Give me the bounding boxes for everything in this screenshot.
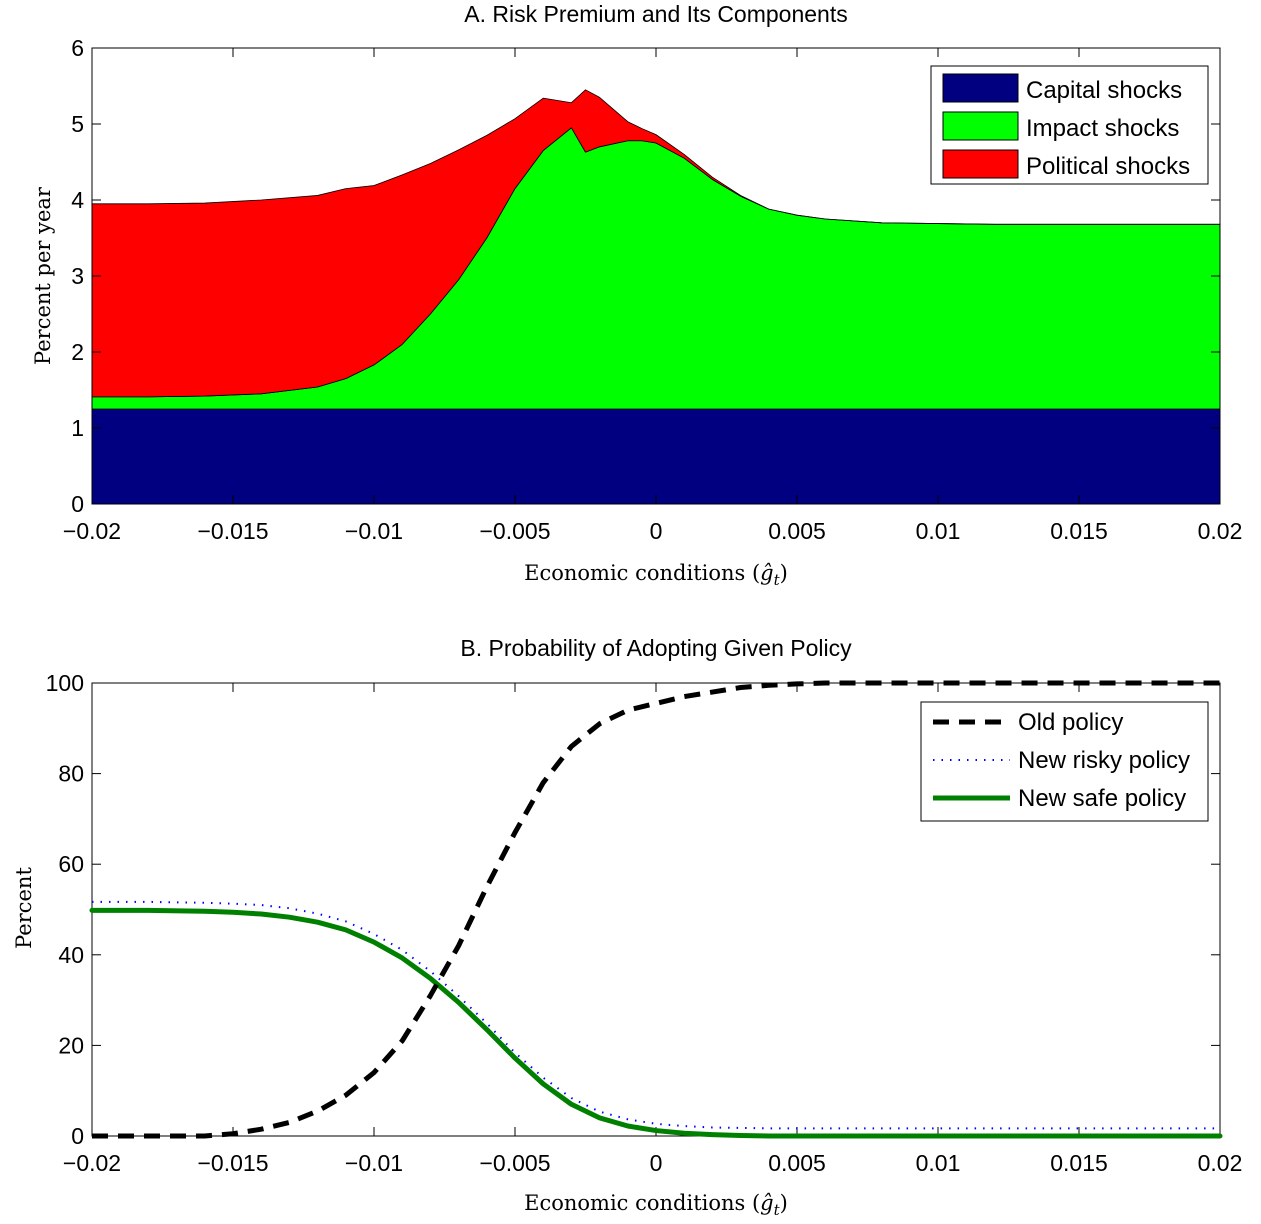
panel-b-x-axis-label-subscript: t bbox=[774, 1201, 781, 1219]
panel-b-x-axis-label-symbol: ĝ bbox=[760, 1191, 773, 1215]
line-new-risky-policy bbox=[92, 900, 1220, 1130]
panel-a-y-tick-label: 1 bbox=[71, 415, 84, 441]
panel-b-x-tick-label: 0.015 bbox=[1050, 1150, 1108, 1176]
panel-b-y-tick-label: 100 bbox=[46, 670, 84, 696]
line-old-policy bbox=[92, 680, 1220, 1139]
panel-b-title: B. Probability of Adopting Given Policy bbox=[460, 635, 852, 661]
legend-swatch-impact-shocks bbox=[942, 111, 1019, 141]
panel-a-legend: Capital shocks Impact shocks Political s… bbox=[930, 65, 1209, 185]
panel-b-y-tick-label: 0 bbox=[71, 1123, 84, 1149]
legend-label-old-policy: Old policy bbox=[1018, 709, 1123, 736]
panel-a-x-tick-label: −0.02 bbox=[63, 518, 121, 544]
legend-label-impact-shocks: Impact shocks bbox=[1026, 115, 1179, 142]
panel-a-title: A. Risk Premium and Its Components bbox=[464, 1, 847, 27]
panel-a-y-axis-label: Percent per year bbox=[31, 186, 55, 365]
line-new-safe-policy bbox=[89, 907, 1223, 1139]
panel-a-y-tick-label: 2 bbox=[71, 339, 84, 365]
area-political-shocks bbox=[91, 89, 1221, 398]
panel-a-x-axis-label-symbol: ĝ bbox=[760, 561, 773, 585]
panel-b-x-tick-label: −0.02 bbox=[63, 1150, 121, 1176]
panel-a-x-tick-label: 0.005 bbox=[768, 518, 826, 544]
legend-label-political-shocks: Political shocks bbox=[1026, 153, 1190, 180]
panel-a-x-tick-label: 0 bbox=[650, 518, 663, 544]
panel-a-x-axis-label: Economic conditions (ĝt) bbox=[524, 561, 788, 589]
panel-b-legend: Old policy New risky policy New safe pol… bbox=[920, 701, 1209, 822]
legend-label-new-risky-policy: New risky policy bbox=[1018, 747, 1190, 774]
legend-label-capital-shocks: Capital shocks bbox=[1026, 77, 1182, 104]
panel-b-x-tick-label: −0.005 bbox=[480, 1150, 551, 1176]
panel-a-y-tick-label: 0 bbox=[71, 491, 84, 517]
panel-b-x-tick-label: 0.02 bbox=[1198, 1150, 1243, 1176]
panel-a-stacked-areas bbox=[91, 89, 1221, 505]
legend-swatch-political-shocks bbox=[942, 149, 1019, 179]
panel-a-x-axis-label-text: Economic conditions bbox=[524, 561, 745, 585]
panel-a-y-tick-label: 5 bbox=[71, 111, 84, 137]
panel-b-y-tick-label: 40 bbox=[58, 942, 84, 968]
panel-b-x-tick-label: −0.015 bbox=[198, 1150, 269, 1176]
panel-a-ticks: −0.02 −0.015 −0.01 −0.005 0 0.005 0.01 0.015 0.0… bbox=[63, 35, 1242, 544]
panel-a-x-tick-label: −0.015 bbox=[198, 518, 269, 544]
panel-b-ticks: −0.02 −0.015 −0.01 −0.005 0 0.005 0.01 0.015 0.0… bbox=[46, 670, 1243, 1176]
panel-a-x-tick-label: −0.005 bbox=[480, 518, 551, 544]
panel-a-x-tick-label: 0.02 bbox=[1198, 518, 1243, 544]
panel-b-y-tick-label: 80 bbox=[58, 761, 84, 787]
panel-a-x-axis-label-subscript: t bbox=[774, 571, 781, 589]
panel-b-x-tick-label: 0.01 bbox=[916, 1150, 961, 1176]
area-capital-shocks bbox=[91, 408, 1221, 505]
panel-b-y-tick-label: 20 bbox=[58, 1032, 84, 1058]
panel-b-x-tick-label: −0.01 bbox=[345, 1150, 403, 1176]
panel-a-y-tick-label: 6 bbox=[71, 35, 84, 61]
panel-b-y-axis-label: Percent bbox=[12, 867, 36, 949]
panel-b-probability-chart: B. Probability of Adopting Given Policy … bbox=[12, 635, 1242, 1219]
panel-a-risk-premium-chart: A. Risk Premium and Its Components −0.02… bbox=[31, 1, 1242, 589]
legend-label-new-safe-policy: New safe policy bbox=[1018, 785, 1186, 812]
panel-b-y-tick-label: 60 bbox=[58, 851, 84, 877]
legend-swatch-capital-shocks bbox=[942, 73, 1019, 103]
panel-a-x-tick-label: 0.01 bbox=[916, 518, 961, 544]
panel-a-y-tick-label: 3 bbox=[71, 263, 84, 289]
panel-b-x-tick-label: 0.005 bbox=[768, 1150, 826, 1176]
panel-b-x-axis-label: Economic conditions (ĝt) bbox=[524, 1191, 788, 1219]
panel-a-x-tick-label: 0.015 bbox=[1050, 518, 1108, 544]
panel-b-x-axis-label-text: Economic conditions bbox=[524, 1191, 745, 1215]
panel-a-x-tick-label: −0.01 bbox=[345, 518, 403, 544]
panel-b-x-tick-label: 0 bbox=[650, 1150, 663, 1176]
panel-b-lines bbox=[89, 680, 1223, 1139]
panel-a-y-tick-label: 4 bbox=[71, 187, 84, 213]
